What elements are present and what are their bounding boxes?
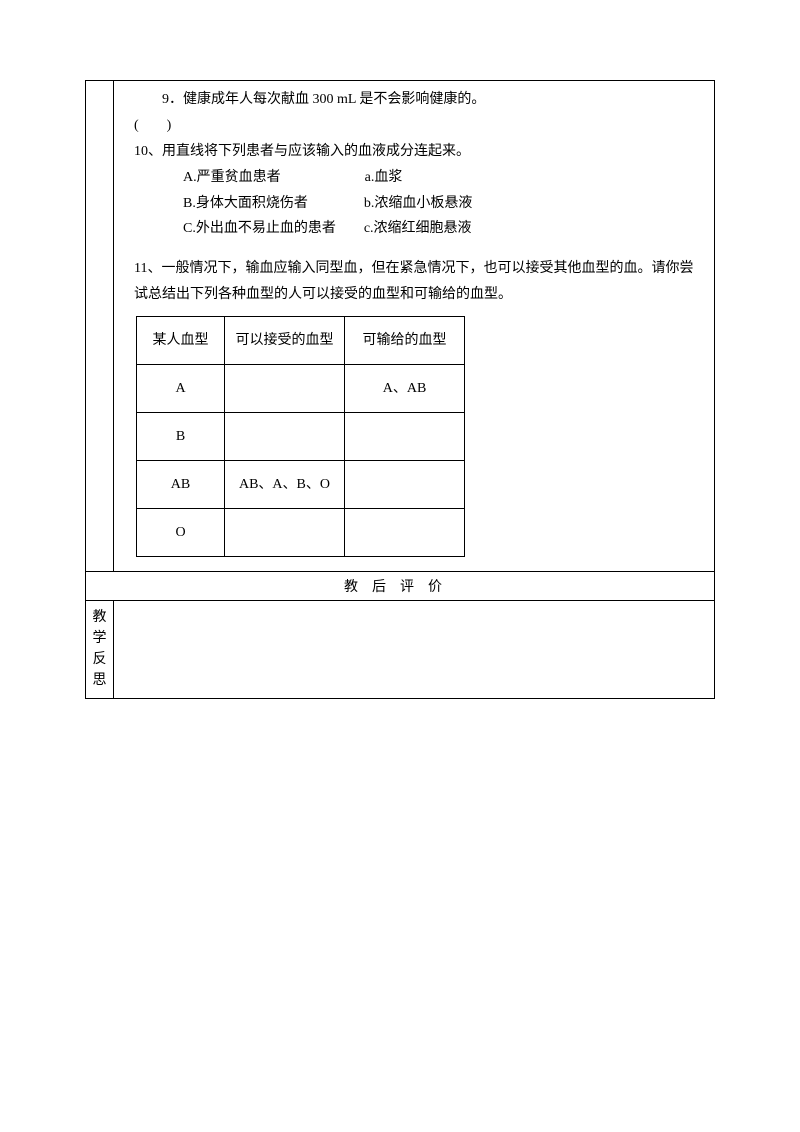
r1c3 — [345, 413, 465, 461]
q10-pair-0: A.严重贫血患者 a.血浆 — [134, 165, 694, 191]
r0c3: A、AB — [345, 365, 465, 413]
side-label-cell: 教 学 反 思 — [86, 601, 114, 699]
q10-pair-1: B.身体大面积烧伤者 b.浓缩血小板悬液 — [134, 191, 694, 217]
th-2: 可以接受的血型 — [225, 317, 345, 365]
left-margin-cell — [86, 81, 114, 572]
r3c1: O — [137, 509, 225, 557]
r3c3 — [345, 509, 465, 557]
q10-intro: 10、用直线将下列患者与应该输入的血液成分连起来。 — [134, 139, 694, 165]
q10-left-1: B.身体大面积烧伤者 — [183, 196, 308, 211]
document-table: 9．健康成年人每次献血 300 mL 是不会影响健康的。 ( ) 10、用直线将… — [85, 80, 715, 699]
q10-right-0: a.血浆 — [365, 170, 403, 185]
r1c1: B — [137, 413, 225, 461]
th-3: 可输给的血型 — [345, 317, 465, 365]
r2c3 — [345, 461, 465, 509]
r0c2 — [225, 365, 345, 413]
section-header-cell: 教后评价 — [86, 572, 715, 601]
side-c3: 反 — [88, 649, 111, 670]
blood-type-table: 某人血型 可以接受的血型 可输给的血型 A A、AB B AB AB、A、B、O — [136, 316, 465, 557]
side-c4: 思 — [88, 670, 111, 691]
q10-left-0: A.严重贫血患者 — [183, 170, 281, 185]
th-1: 某人血型 — [137, 317, 225, 365]
q10-left-2: C.外出血不易止血的患者 — [183, 221, 336, 236]
q9-text: 9．健康成年人每次献血 300 mL 是不会影响健康的。 — [134, 87, 694, 113]
side-c1: 教 — [88, 607, 111, 628]
reflection-cell — [114, 601, 715, 699]
q11-intro: 11、一般情况下，输血应输入同型血，但在紧急情况下，也可以接受其他血型的血。请你… — [134, 256, 694, 308]
q10-right-1: b.浓缩血小板悬液 — [364, 196, 473, 211]
spacer — [134, 242, 694, 256]
r1c2 — [225, 413, 345, 461]
side-c2: 学 — [88, 628, 111, 649]
q10-pair-2: C.外出血不易止血的患者 c.浓缩红细胞悬液 — [134, 216, 694, 242]
r0c1: A — [137, 365, 225, 413]
r3c2 — [225, 509, 345, 557]
q9-blank: ( ) — [134, 113, 694, 139]
section-header-text: 教后评价 — [86, 576, 714, 596]
r2c1: AB — [137, 461, 225, 509]
content-cell: 9．健康成年人每次献血 300 mL 是不会影响健康的。 ( ) 10、用直线将… — [114, 81, 715, 572]
r2c2: AB、A、B、O — [225, 461, 345, 509]
q10-right-2: c.浓缩红细胞悬液 — [364, 221, 472, 236]
